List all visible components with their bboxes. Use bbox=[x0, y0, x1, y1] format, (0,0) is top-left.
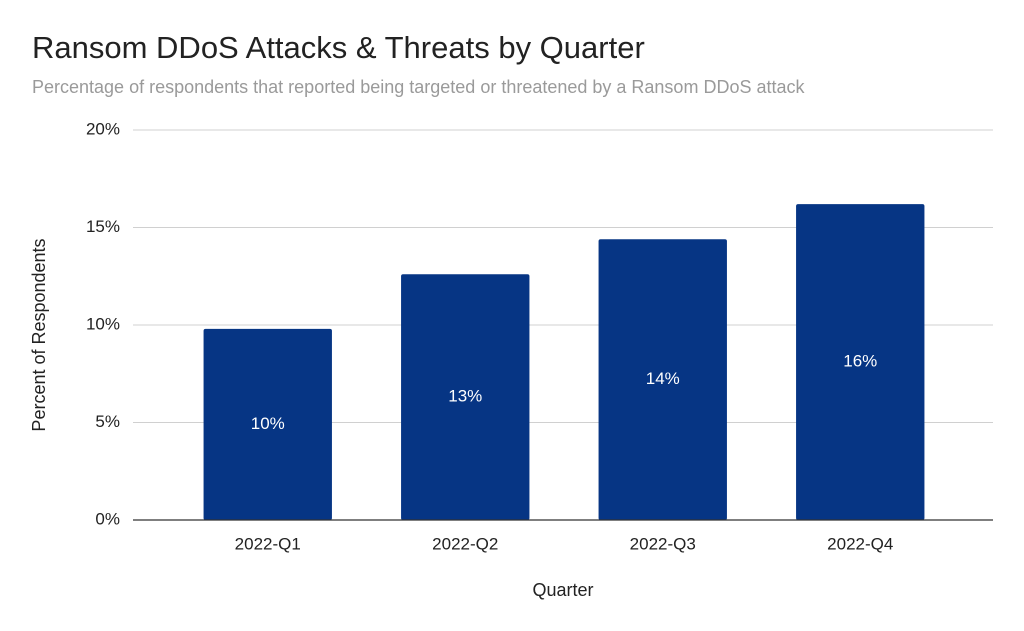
bar bbox=[598, 239, 727, 520]
x-tick-label: 2022-Q4 bbox=[827, 534, 893, 553]
x-axis-title: Quarter bbox=[532, 580, 593, 600]
chart-subtitle: Percentage of respondents that reported … bbox=[32, 77, 805, 97]
bar bbox=[401, 274, 530, 520]
x-tick-label: 2022-Q3 bbox=[630, 534, 696, 553]
y-tick-label: 5% bbox=[95, 412, 120, 431]
y-axis-title: Percent of Respondents bbox=[29, 238, 49, 431]
y-tick-label: 20% bbox=[86, 119, 120, 138]
bar bbox=[203, 328, 332, 520]
bar bbox=[796, 204, 925, 520]
x-tick-label: 2022-Q1 bbox=[235, 534, 301, 553]
x-tick-label: 2022-Q2 bbox=[432, 534, 498, 553]
data-label: 14% bbox=[646, 369, 680, 388]
chart-title: Ransom DDoS Attacks & Threats by Quarter bbox=[32, 30, 645, 65]
y-tick-label: 0% bbox=[95, 509, 120, 528]
data-label: 16% bbox=[843, 352, 877, 371]
data-label: 10% bbox=[251, 414, 285, 433]
y-tick-label: 10% bbox=[86, 314, 120, 333]
y-tick-label: 15% bbox=[86, 217, 120, 236]
data-label: 13% bbox=[448, 387, 482, 406]
